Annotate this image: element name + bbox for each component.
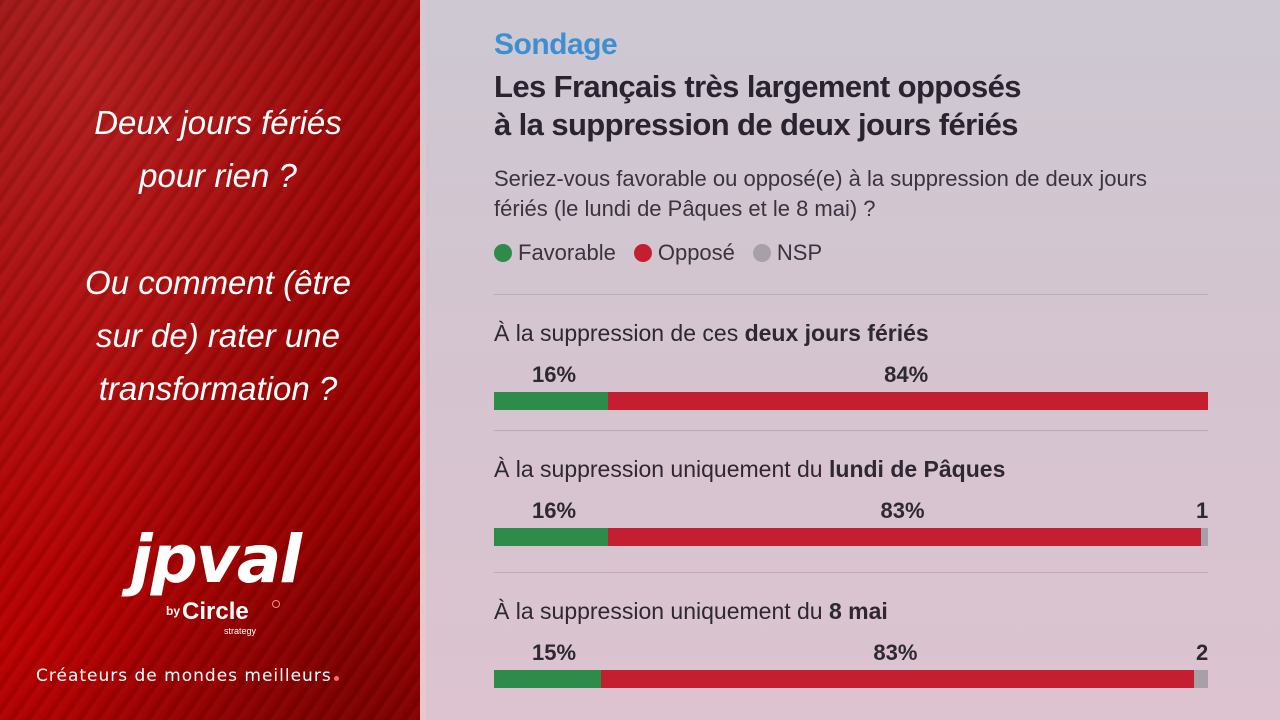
category-label-prefix: À la suppression uniquement du	[494, 456, 829, 482]
bar-segment-opposé	[608, 392, 1208, 410]
bar-segment-favorable	[494, 528, 609, 546]
legend-item-oppose: Opposé	[633, 240, 735, 266]
legend-dot-icon	[633, 244, 652, 262]
value-label-opposé: 84%	[884, 362, 929, 387]
bar-segment-nsp	[1200, 528, 1208, 546]
logo-by: by	[166, 604, 181, 618]
legend-label: Favorable	[518, 240, 616, 265]
bar-segment-favorable	[494, 392, 609, 410]
value-label-opposé: 83%	[873, 640, 918, 665]
logo-dot-icon	[272, 600, 280, 608]
bar-lundi-paques	[494, 528, 1208, 546]
tagline: Créateurs de mondes meilleurs	[36, 666, 339, 686]
value-label-nsp: 1	[1196, 498, 1209, 523]
bar-segment-opposé	[601, 670, 1194, 688]
survey-question: Seriez-vous favorable ou opposé(e) à la …	[494, 166, 1148, 221]
separator-rule	[494, 430, 1208, 431]
quote-line: transformation ?	[98, 370, 338, 407]
survey-headline: Les Français très largement opposés à la…	[494, 68, 1214, 144]
value-label-nsp: 2	[1196, 640, 1209, 665]
separator-rule	[494, 294, 1208, 295]
tagline-text: Créateurs de mondes meilleurs	[36, 666, 332, 686]
category-label-bold: 8 mai	[829, 598, 888, 624]
logo-wordmark: jpval	[130, 521, 302, 598]
quote-question-1: Deux jours fériés pour rien ?	[18, 96, 418, 202]
logo-circle: Circle	[182, 598, 249, 625]
value-label-favorable: 15%	[532, 640, 577, 665]
category-label-bold: deux jours fériés	[744, 320, 929, 346]
logo-strategy: strategy	[224, 626, 257, 636]
quote-line: sur de) rater une	[96, 317, 340, 354]
headline-line: Les Français très largement opposés	[494, 69, 1021, 104]
category-label-prefix: À la suppression uniquement du	[494, 598, 829, 624]
bar-8-mai	[494, 670, 1208, 688]
tagline-dot-icon	[333, 676, 339, 681]
legend-item-favorable: Favorable	[494, 240, 616, 266]
legend-dot-icon	[494, 244, 512, 262]
category-label-bold: lundi de Pâques	[829, 456, 1006, 482]
bar-deux-jours	[494, 392, 1208, 410]
value-label-favorable: 16%	[532, 362, 577, 387]
bar-segment-nsp	[1193, 670, 1208, 688]
chart-legend: Favorable Opposé NSP	[494, 238, 822, 268]
survey-kicker: Sondage	[494, 28, 618, 61]
category-label-lundi-paques: À la suppression uniquement du lundi de …	[494, 456, 1005, 483]
quote-question-2: Ou comment (être sur de) rater une trans…	[18, 256, 418, 415]
separator-rule	[494, 572, 1208, 573]
left-panel: Deux jours fériés pour rien ? Ou comment…	[0, 0, 426, 720]
quote-line: Deux jours fériés	[94, 104, 342, 141]
headline-line: à la suppression de deux jours fériés	[494, 107, 1019, 142]
quote-line: pour rien ?	[139, 157, 297, 194]
legend-label: NSP	[776, 240, 823, 265]
bar-segment-favorable	[494, 670, 602, 688]
category-label-deux-jours: À la suppression de ces deux jours férié…	[494, 320, 929, 347]
panel-divider	[420, 0, 426, 720]
category-label-8-mai: À la suppression uniquement du 8 mai	[494, 598, 888, 625]
bar-segment-opposé	[608, 528, 1201, 546]
value-label-opposé: 83%	[880, 498, 925, 523]
value-label-favorable: 16%	[532, 498, 577, 523]
jpval-logo: jpval by Circle strategy	[130, 520, 302, 650]
quote-line: Ou comment (être	[85, 264, 351, 301]
legend-dot-icon	[752, 244, 771, 262]
survey-panel: Sondage Les Français très largement oppo…	[426, 0, 1280, 720]
legend-item-nsp: NSP	[752, 240, 823, 266]
category-label-prefix: À la suppression de ces	[494, 320, 745, 346]
legend-label: Opposé	[657, 240, 735, 265]
